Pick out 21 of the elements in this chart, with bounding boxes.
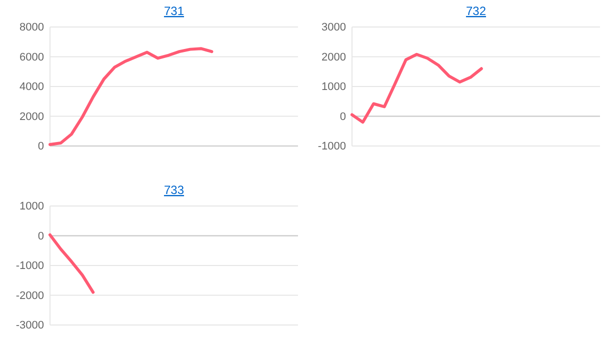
y-tick-label: 1000 [20,200,44,213]
y-tick-label: -1000 [16,260,44,272]
y-tick-label: 8000 [20,22,44,34]
line-series [350,52,483,124]
y-tick-label: 2000 [20,110,44,123]
y-tick-label: 3000 [322,22,346,34]
chart-title: 732 [466,4,486,18]
y-tick-label: 2000 [322,51,346,64]
y-tick-label: 4000 [20,81,44,94]
y-tick-label: 0 [38,230,44,242]
line-series [48,47,214,146]
y-tick-label: 0 [38,140,44,153]
chart-title: 733 [164,183,184,197]
y-tick-label: 1000 [322,81,346,94]
y-tick-label: -1000 [318,140,346,153]
y-tick-label: -2000 [16,290,44,302]
y-tick-label: 6000 [20,51,44,64]
chart-title: 731 [164,4,184,18]
y-tick-label: -3000 [16,320,44,332]
y-tick-label: 0 [340,110,346,123]
line-series [48,233,95,294]
